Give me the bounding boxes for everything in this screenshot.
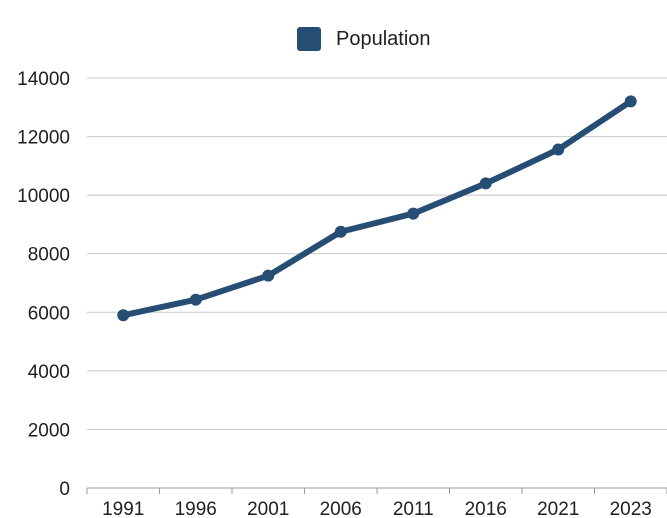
legend-label-population: Population: [336, 28, 431, 50]
x-tick-label: 2023: [610, 499, 652, 518]
data-point: [479, 177, 492, 190]
x-tick-label: 2016: [465, 499, 507, 518]
y-tick-label: 6000: [28, 303, 70, 324]
series-line-population: [120, 98, 634, 319]
legend-swatch-population: [297, 27, 321, 51]
data-point: [262, 269, 275, 282]
data-point: [189, 293, 202, 306]
y-tick-label: 8000: [28, 245, 70, 266]
series-population: [117, 95, 637, 322]
y-tick-label: 12000: [17, 128, 70, 149]
data-point: [407, 207, 420, 220]
x-tick-label: 2021: [537, 499, 579, 518]
y-tick-label: 14000: [17, 69, 70, 90]
data-point: [624, 95, 637, 108]
y-axis: 0 2000 4000 6000 8000 10000 12000 14000: [17, 69, 70, 500]
x-tick-label: 2006: [320, 499, 362, 518]
data-point: [117, 309, 130, 322]
x-tick-label: 1991: [102, 499, 144, 518]
y-tick-label: 10000: [17, 186, 70, 207]
y-tick-label: 0: [59, 479, 70, 500]
gridlines: [87, 77, 667, 489]
x-tick-label: 2001: [247, 499, 289, 518]
x-tick-label: 2011: [393, 499, 434, 518]
x-tick-label: 1996: [175, 499, 217, 518]
data-point: [552, 143, 565, 156]
y-tick-label: 4000: [28, 362, 70, 383]
legend: Population: [297, 27, 431, 51]
x-axis: 1991 1996 2001 2006 2011 2016 2021 2023: [86, 488, 667, 518]
y-tick-label: 2000: [28, 420, 70, 441]
data-point: [334, 225, 347, 238]
